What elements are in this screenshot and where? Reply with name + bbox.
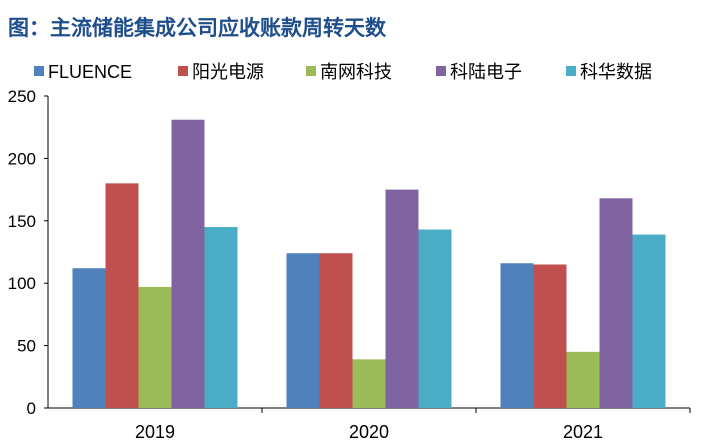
bar [171,119,205,408]
bar [352,359,386,408]
bar [566,351,600,408]
y-tick-label: 250 [8,87,36,106]
legend-swatch [34,66,44,76]
bar [533,264,567,408]
legend-swatch [306,66,316,76]
legend-swatch [566,66,576,76]
bar [500,263,534,408]
bar [204,227,238,408]
x-tick-label: 2019 [135,422,175,442]
y-tick-label: 50 [17,337,36,356]
legend-label: 南网科技 [320,62,392,82]
y-tick-label: 150 [8,212,36,231]
y-tick-label: 200 [8,149,36,168]
legend-label: 阳光电源 [192,62,264,82]
y-tick-label: 100 [8,274,36,293]
legend-label: 科华数据 [580,62,652,82]
x-tick-label: 2020 [349,422,389,442]
y-tick-label: 0 [27,399,36,418]
chart-title: 图：主流储能集成公司应收账款周转天数 [8,16,386,40]
bar [385,189,419,408]
bar [286,253,320,408]
bar [599,198,633,408]
bar [319,253,353,408]
x-tick-label: 2021 [563,422,603,442]
legend-label: FLUENCE [48,62,132,82]
bar [72,268,106,408]
bar [418,229,452,408]
bar [632,234,666,408]
legend-swatch [178,66,188,76]
bar [105,183,139,408]
bar [138,286,172,408]
legend-swatch [436,66,446,76]
legend-label: 科陆电子 [450,62,522,82]
